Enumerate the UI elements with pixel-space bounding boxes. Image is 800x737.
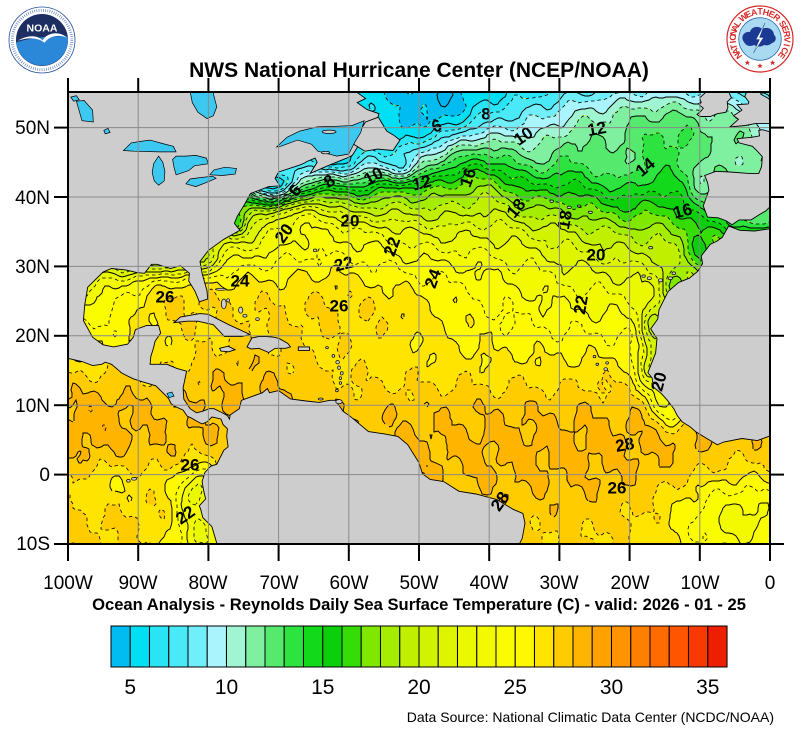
svg-text:40W: 40W (469, 573, 508, 594)
svg-text:15: 15 (311, 676, 334, 699)
svg-text:70W: 70W (259, 573, 298, 594)
svg-text:T: T (757, 7, 763, 17)
svg-text:I: I (781, 43, 791, 48)
svg-text:N: N (732, 50, 744, 61)
svg-text:E: E (776, 50, 788, 61)
svg-text:20: 20 (587, 245, 606, 264)
svg-text:22: 22 (570, 294, 592, 316)
svg-text:40N: 40N (15, 188, 50, 209)
svg-text:A: A (729, 46, 741, 57)
svg-text:60W: 60W (329, 573, 368, 594)
svg-text:10S: 10S (16, 534, 50, 555)
svg-text:20: 20 (341, 211, 360, 230)
svg-text:80W: 80W (188, 573, 227, 594)
svg-text:20W: 20W (610, 573, 649, 594)
svg-text:T: T (728, 42, 739, 51)
svg-text:10W: 10W (680, 573, 719, 594)
svg-text:E: E (744, 8, 754, 20)
svg-text:A: A (750, 7, 759, 18)
svg-text:E: E (780, 24, 792, 33)
svg-text:O: O (728, 33, 738, 41)
svg-text:50W: 50W (399, 573, 438, 594)
svg-text:S: S (777, 18, 789, 29)
svg-text:NOAA: NOAA (27, 23, 58, 35)
svg-text:26: 26 (608, 478, 627, 497)
svg-text:Ocean Analysis - Reynolds Dail: Ocean Analysis - Reynolds Daily Sea Surf… (92, 595, 746, 614)
svg-text:5: 5 (124, 676, 136, 699)
svg-text:C: C (779, 46, 791, 57)
svg-text:18: 18 (554, 209, 576, 231)
svg-text:10: 10 (215, 676, 238, 699)
svg-text:0: 0 (765, 573, 776, 594)
svg-text:20N: 20N (15, 326, 50, 347)
svg-text:90W: 90W (118, 573, 157, 594)
svg-text:E: E (767, 9, 777, 21)
svg-text:30N: 30N (15, 257, 50, 278)
svg-text:NWS National Hurricane Center: NWS National Hurricane Center (NCEP/NOAA… (189, 59, 649, 82)
svg-text:26: 26 (330, 296, 349, 315)
svg-text:L: L (732, 18, 744, 29)
svg-text:12: 12 (586, 118, 608, 140)
svg-text:12: 12 (410, 171, 433, 194)
svg-text:10N: 10N (15, 396, 50, 417)
svg-text:I: I (728, 40, 738, 44)
svg-text:26: 26 (156, 287, 175, 306)
svg-text:100W: 100W (43, 573, 93, 594)
svg-text:22: 22 (332, 252, 355, 275)
svg-text:24: 24 (231, 271, 250, 290)
svg-text:28: 28 (614, 434, 636, 456)
svg-text:30: 30 (600, 676, 623, 699)
svg-text:R: R (771, 12, 783, 24)
svg-text:16: 16 (671, 199, 694, 222)
svg-text:35: 35 (696, 676, 719, 699)
svg-text:V: V (782, 37, 792, 43)
svg-text:N: N (728, 28, 739, 37)
svg-text:8: 8 (481, 104, 490, 123)
svg-text:30W: 30W (539, 573, 578, 594)
svg-text:0: 0 (39, 465, 50, 486)
svg-text:26: 26 (181, 455, 200, 474)
svg-text:25: 25 (504, 676, 527, 699)
svg-text:20: 20 (647, 370, 670, 393)
svg-text:Data Source: National Climatic: Data Source: National Climatic Data Cent… (407, 709, 774, 725)
svg-text:20: 20 (407, 676, 430, 699)
svg-text:H: H (762, 7, 770, 18)
svg-text:A: A (729, 22, 741, 32)
svg-text:R: R (781, 30, 792, 39)
svg-text:50N: 50N (15, 118, 50, 139)
